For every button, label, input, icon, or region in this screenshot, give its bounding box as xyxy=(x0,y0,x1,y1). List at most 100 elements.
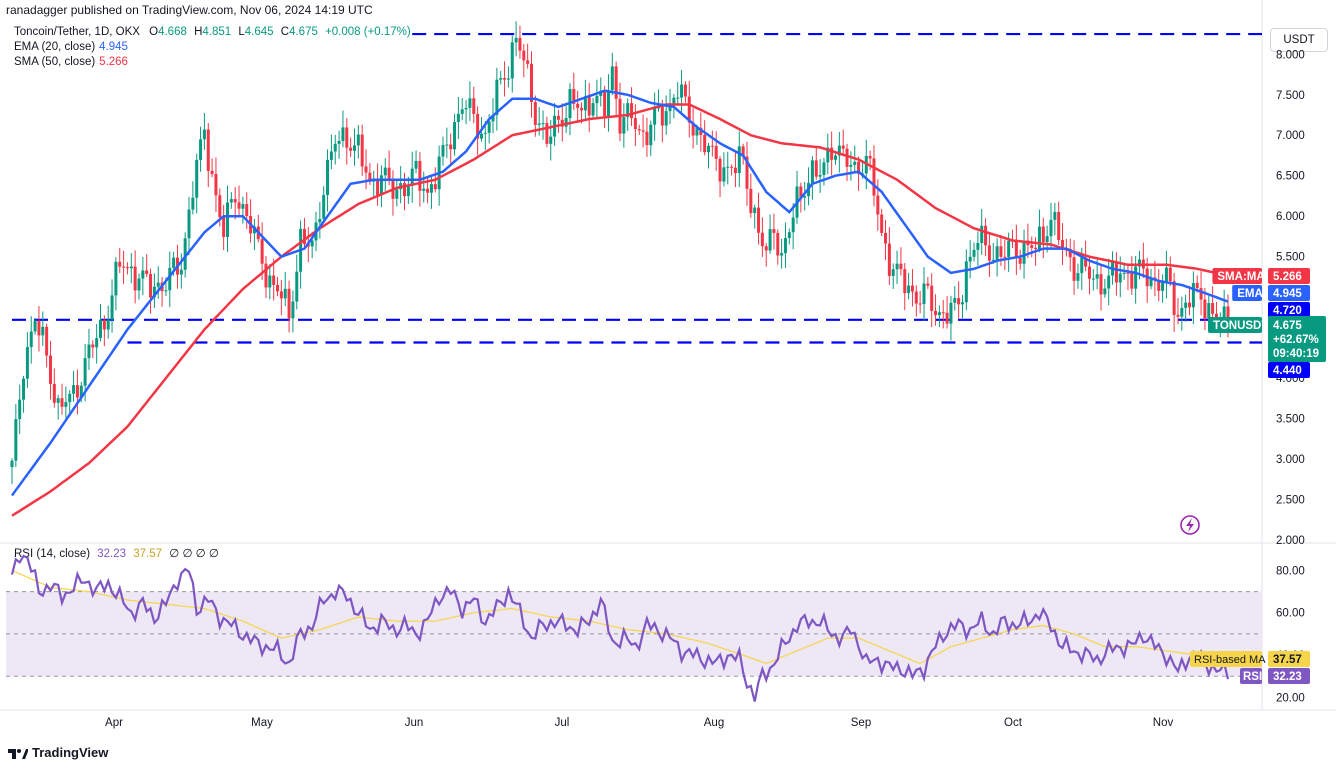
flash-icon[interactable] xyxy=(1180,515,1200,535)
candle xyxy=(660,99,664,143)
candle-body xyxy=(164,290,168,292)
candle-body xyxy=(79,385,83,398)
candle xyxy=(1049,202,1053,249)
candle xyxy=(1076,263,1080,289)
ema-legend: EMA (20, close) 4.945 xyxy=(14,41,128,53)
candle-body xyxy=(264,263,268,288)
time-tick-label: May xyxy=(251,717,273,729)
candle-body xyxy=(972,249,976,257)
candle xyxy=(287,280,291,333)
candle-body xyxy=(206,129,210,171)
candle xyxy=(237,185,241,216)
rsi-legend-extras: ∅ ∅ ∅ ∅ xyxy=(169,548,219,560)
candle xyxy=(787,228,791,245)
time-tick-label: Aug xyxy=(704,717,724,729)
candle-body xyxy=(329,151,333,160)
candle-body xyxy=(703,134,707,153)
candle xyxy=(899,247,903,276)
candle xyxy=(591,97,595,119)
candle xyxy=(1018,249,1022,270)
candle xyxy=(464,100,468,125)
candle-body xyxy=(302,228,306,245)
candle-body xyxy=(48,355,52,384)
candle-body xyxy=(764,246,768,251)
candle-body xyxy=(676,97,680,99)
level-bottom-tag-value: 4.440 xyxy=(1273,365,1302,377)
candle xyxy=(441,136,445,166)
candle xyxy=(510,35,514,93)
rsi-label: RSI xyxy=(1243,671,1262,683)
candle-body xyxy=(772,229,776,233)
candle xyxy=(1191,271,1195,325)
candle-body xyxy=(64,402,68,407)
candle xyxy=(329,134,333,170)
candle xyxy=(179,253,183,289)
candle-body xyxy=(660,103,664,126)
candle-body xyxy=(360,134,364,167)
candle xyxy=(45,323,49,368)
candle-body xyxy=(125,267,129,269)
candle xyxy=(472,86,476,124)
candle xyxy=(733,152,737,188)
rsi-ma-tag: RSI-based MA 37.57 xyxy=(1190,651,1310,667)
tradingview-logo[interactable]: TradingView xyxy=(8,745,108,760)
candle-body xyxy=(187,209,191,239)
candle xyxy=(745,141,749,206)
high-value: 4.851 xyxy=(202,26,232,38)
candle-body xyxy=(237,202,241,209)
candle-body xyxy=(179,269,183,275)
candle xyxy=(1199,271,1203,316)
candle-body xyxy=(376,180,380,196)
candle-body xyxy=(168,267,172,291)
candle xyxy=(372,170,376,198)
candle-body xyxy=(133,266,137,291)
candle xyxy=(587,82,591,133)
currency-button[interactable]: USDT xyxy=(1270,28,1328,52)
candle xyxy=(930,273,934,328)
candle xyxy=(506,66,510,88)
candle xyxy=(522,43,526,78)
candle-body xyxy=(1114,261,1118,283)
candle-body xyxy=(418,160,422,191)
candle-body xyxy=(741,146,745,157)
candle xyxy=(1130,256,1134,295)
candle xyxy=(772,213,776,250)
candle-body xyxy=(60,398,64,407)
candle xyxy=(326,149,330,212)
candle xyxy=(29,316,33,364)
rsi-pane xyxy=(6,554,1262,702)
candle xyxy=(476,106,480,156)
candle-body xyxy=(591,103,595,116)
candle xyxy=(252,219,256,251)
candle xyxy=(676,82,680,105)
candle-body xyxy=(495,79,499,115)
candle-body xyxy=(749,188,753,213)
candle xyxy=(891,263,895,290)
candle xyxy=(1141,242,1145,278)
candle-body xyxy=(1087,266,1091,279)
candle-body xyxy=(645,131,649,146)
candle-body xyxy=(510,42,514,79)
candle-body xyxy=(152,286,156,298)
candle-body xyxy=(225,202,229,237)
candle xyxy=(302,217,306,249)
candle xyxy=(941,300,945,329)
candle xyxy=(160,277,164,307)
candle xyxy=(841,129,845,157)
candle xyxy=(618,82,622,142)
candle-body xyxy=(833,155,837,160)
candle xyxy=(1188,285,1192,316)
candle-body xyxy=(1188,302,1192,308)
candle xyxy=(25,332,29,388)
price-tick-label: 2.000 xyxy=(1276,535,1305,547)
candle xyxy=(199,126,203,172)
candle-body xyxy=(352,145,356,151)
candle xyxy=(283,271,287,307)
time-tick-label: Sep xyxy=(851,717,871,729)
sma-price-tag-label-bg xyxy=(1212,268,1262,284)
candle xyxy=(895,250,899,285)
candle-body xyxy=(291,301,295,319)
candle xyxy=(1180,296,1184,331)
candle xyxy=(1184,294,1188,322)
